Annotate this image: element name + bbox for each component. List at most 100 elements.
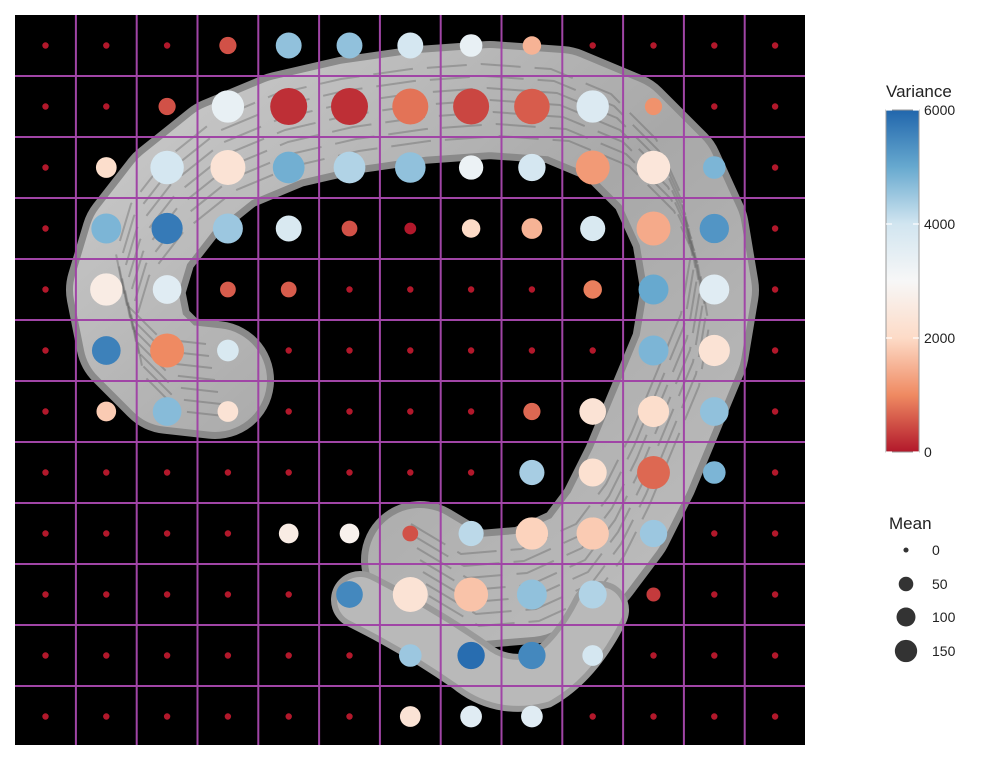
data-point-c4-r6: [217, 339, 239, 362]
data-point-c1-r12: [42, 713, 49, 720]
data-point-c4-r10: [224, 591, 232, 598]
data-point-c6-r11: [346, 652, 353, 659]
data-point-c11-r10: [646, 587, 661, 602]
data-point-c13-r5: [771, 286, 779, 293]
data-point-c3-r9: [163, 530, 171, 537]
data-point-c9-r10: [516, 579, 547, 610]
data-point-c3-r7: [152, 397, 182, 426]
mean-legend-label: 100: [932, 609, 956, 625]
data-point-c1-r10: [42, 591, 49, 598]
data-point-c7-r2: [392, 88, 429, 125]
data-point-c3-r6: [150, 333, 185, 368]
data-point-c11-r4: [636, 211, 671, 246]
data-point-c12-r7: [699, 397, 729, 426]
data-point-c2-r6: [91, 336, 121, 365]
data-point-c9-r6: [528, 347, 536, 354]
data-point-c4-r9: [224, 530, 232, 537]
data-point-c6-r12: [346, 713, 353, 720]
data-point-c11-r8: [637, 456, 670, 489]
data-point-c9-r3: [518, 153, 546, 182]
grid-lines: [15, 15, 805, 745]
data-point-c12-r9: [711, 530, 718, 537]
data-point-c5-r5: [280, 281, 297, 298]
data-point-c5-r11: [285, 652, 292, 659]
data-point-c2-r9: [103, 530, 110, 537]
data-point-c3-r10: [163, 591, 171, 598]
mean-legend-label: 50: [932, 576, 948, 592]
data-point-c9-r7: [523, 402, 541, 421]
variance-colorbar: [885, 109, 920, 453]
data-point-c5-r10: [285, 591, 292, 598]
data-point-c1-r4: [42, 225, 49, 232]
data-point-c9-r9: [515, 517, 549, 550]
data-point-c5-r2: [270, 88, 308, 125]
mean-legend-title: Mean: [889, 514, 932, 533]
data-point-c8-r4: [461, 219, 481, 238]
data-point-c11-r3: [636, 150, 671, 185]
colorbar-tick-label: 2000: [924, 330, 955, 346]
data-point-c13-r8: [771, 469, 779, 476]
data-point-c3-r2: [158, 97, 176, 116]
data-point-c10-r9: [576, 517, 609, 550]
data-point-c4-r5: [220, 281, 236, 298]
data-point-c12-r12: [711, 713, 718, 720]
data-point-c7-r12: [399, 706, 421, 727]
colorbar-tick-label: 4000: [924, 216, 955, 232]
data-point-c7-r9: [402, 525, 419, 542]
data-point-c5-r9: [278, 523, 299, 544]
data-point-c13-r6: [771, 347, 779, 354]
data-point-c11-r6: [638, 335, 669, 366]
data-point-c5-r3: [272, 151, 305, 184]
variance-legend-title: Variance: [886, 82, 952, 101]
data-point-c2-r1: [103, 42, 110, 49]
data-point-c6-r5: [346, 286, 353, 293]
data-point-c7-r4: [404, 222, 417, 235]
data-point-c12-r8: [702, 461, 726, 484]
data-point-c9-r5: [528, 286, 536, 293]
data-point-c2-r7: [96, 401, 117, 422]
data-point-c13-r2: [771, 103, 779, 110]
data-point-c1-r9: [42, 530, 49, 537]
data-point-c2-r3: [95, 157, 117, 178]
data-point-c2-r11: [103, 652, 110, 659]
colorbar-tick-label: 6000: [924, 102, 955, 118]
data-point-c2-r12: [103, 713, 110, 720]
data-point-c12-r6: [698, 334, 730, 367]
data-point-c13-r12: [771, 713, 779, 720]
data-point-c10-r8: [578, 458, 607, 487]
data-point-c1-r8: [42, 469, 49, 476]
data-point-c10-r4: [580, 215, 606, 242]
data-point-c9-r8: [519, 459, 545, 486]
data-point-c2-r8: [103, 469, 110, 476]
data-point-c3-r12: [163, 713, 171, 720]
data-point-c2-r10: [103, 591, 110, 598]
data-point-c11-r12: [650, 713, 657, 720]
data-point-c4-r12: [224, 713, 232, 720]
mean-legend-key: [896, 607, 916, 627]
data-point-c13-r1: [771, 42, 779, 49]
data-point-c11-r2: [644, 97, 663, 116]
data-point-c8-r9: [458, 520, 484, 547]
data-point-c13-r10: [771, 591, 779, 598]
data-point-c8-r10: [454, 577, 489, 612]
data-point-c8-r7: [467, 408, 475, 415]
data-point-c3-r5: [152, 275, 182, 304]
data-point-c10-r7: [579, 398, 607, 425]
data-point-c12-r1: [711, 42, 718, 49]
data-point-c7-r7: [407, 408, 414, 415]
data-point-c4-r2: [211, 90, 245, 123]
data-point-c1-r11: [42, 652, 49, 659]
data-point-c13-r11: [771, 652, 779, 659]
data-point-c1-r1: [42, 42, 49, 49]
data-point-c6-r4: [341, 220, 358, 237]
data-point-c6-r1: [336, 32, 363, 59]
data-point-c11-r1: [650, 42, 657, 49]
data-point-c7-r11: [398, 644, 422, 667]
data-point-c7-r5: [407, 286, 414, 293]
data-point-c2-r2: [103, 103, 110, 110]
data-point-c5-r7: [285, 408, 292, 415]
data-point-c6-r2: [331, 88, 368, 125]
data-point-c11-r11: [650, 652, 657, 659]
colorbar-tick-label: 0: [924, 444, 932, 460]
